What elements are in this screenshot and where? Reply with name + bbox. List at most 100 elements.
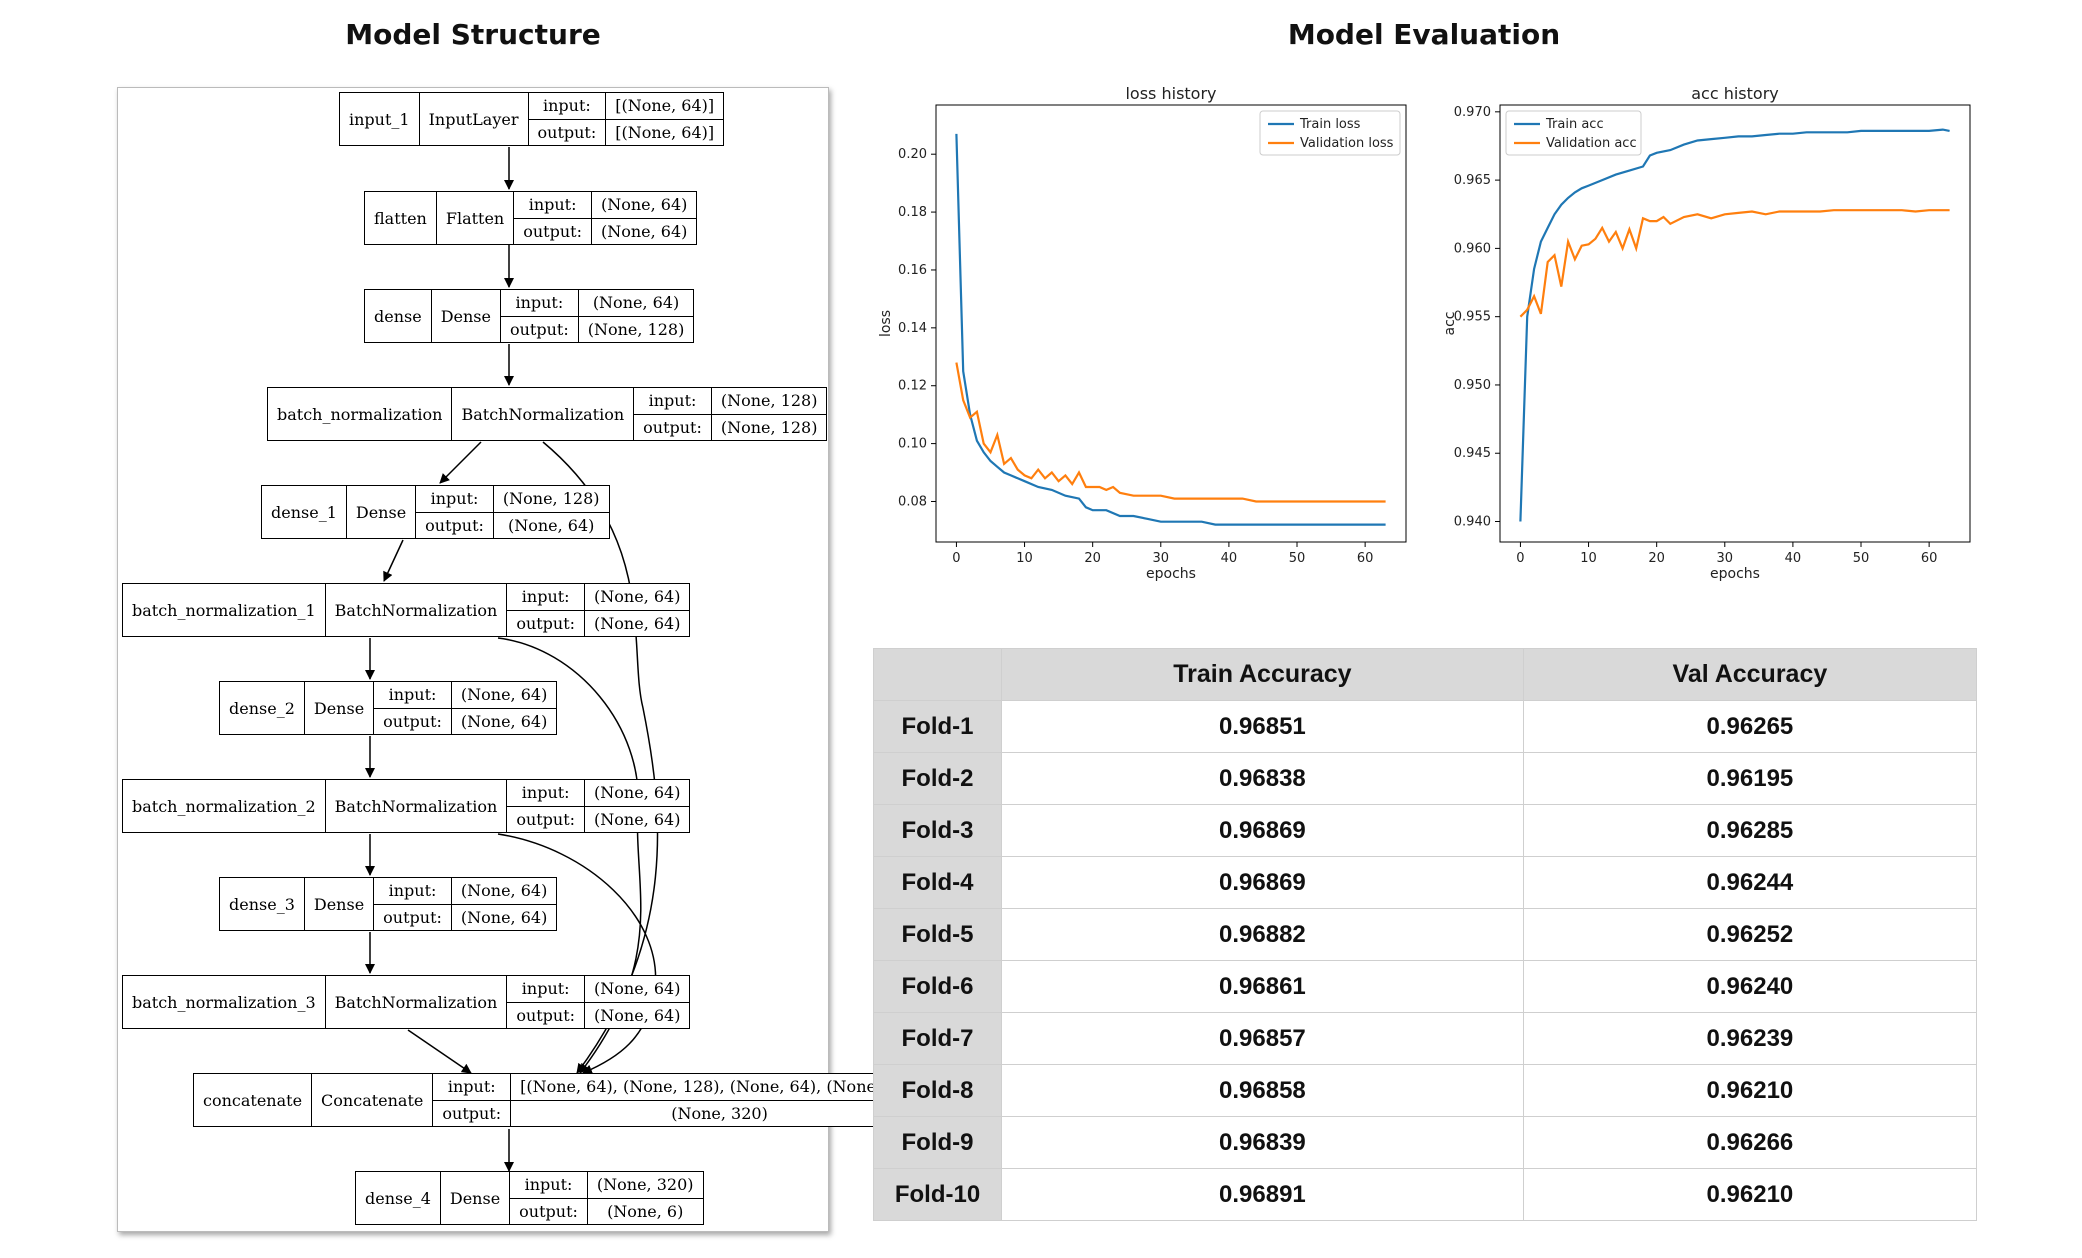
x-tick-label: 40 <box>1221 551 1238 566</box>
y-axis-label: loss <box>878 310 894 337</box>
layer-concatenate: concatenate Concatenate input: [(None, 6… <box>193 1073 929 1127</box>
val-accuracy-cell: 0.96285 <box>1522 804 1978 857</box>
acc-history-svg: acc history 0 10 20 30 40 50 60 0.940 0.945 0.950 0… <box>1442 84 1971 582</box>
chart-title: acc history <box>1691 84 1779 103</box>
layer-dense_1: dense_1 Dense input: (None, 128) output:… <box>261 485 610 539</box>
y-axis-label: acc <box>1442 312 1458 336</box>
layer-type: BatchNormalization <box>452 388 635 440</box>
y-tick-label: 0.965 <box>1454 173 1491 188</box>
x-tick-label: 30 <box>1717 551 1734 566</box>
output-shape: (None, 64) <box>460 711 548 731</box>
model-structure-panel: input_1 InputLayer input: [(None, 64)] o… <box>117 87 929 1232</box>
model-flow-arrows <box>365 147 659 1172</box>
input-shape: (None, 64) <box>451 878 557 905</box>
layer-dense: dense Dense input: (None, 64) output: (N… <box>364 289 695 343</box>
plot-area <box>935 104 1407 543</box>
train-accuracy-cell: 0.96839 <box>1001 1116 1524 1169</box>
x-tick-label: 50 <box>1853 551 1870 566</box>
layer-name: input_1 <box>340 93 420 145</box>
x-tick-label: 0 <box>1516 551 1524 566</box>
train-accuracy-cell: 0.96891 <box>1001 1168 1524 1221</box>
layer-type: Flatten <box>437 192 515 244</box>
legend-label: Train acc <box>1545 117 1604 132</box>
layer-name: dense <box>365 290 432 342</box>
fold-label: Fold-6 <box>873 960 1002 1013</box>
layer-type: Dense <box>347 486 417 538</box>
plot-area <box>1499 104 1971 543</box>
layer-type: BatchNormalization <box>326 584 508 636</box>
input-label: input: <box>507 584 586 611</box>
layer-type: InputLayer <box>420 93 529 145</box>
series-line-validation <box>955 362 1386 503</box>
table-header-row: Train Accuracy Val Accuracy <box>873 648 1978 701</box>
y-tick-label: 0.960 <box>1454 241 1491 256</box>
output-shape: (None, 128) <box>587 319 685 339</box>
x-tick-label: 60 <box>1357 551 1374 566</box>
input-label: input: <box>374 878 452 905</box>
acc-history-chart: acc history 0 10 20 30 40 50 60 0.940 0.945 0.950 0… <box>1436 78 1976 588</box>
x-tick-label: 40 <box>1785 551 1802 566</box>
table-row: Fold-2 0.96838 0.96195 <box>873 752 1978 805</box>
x-tick-label: 10 <box>1016 551 1033 566</box>
output-label: output: <box>507 610 586 636</box>
input-label: input: <box>507 780 586 807</box>
output-label: output: <box>416 512 494 538</box>
header-train-accuracy: Train Accuracy <box>1001 648 1524 701</box>
legend-label: Train loss <box>1299 117 1361 132</box>
input-label: input: <box>507 976 586 1003</box>
train-accuracy-cell: 0.96869 <box>1001 804 1524 857</box>
model-evaluation-title: Model Evaluation <box>1287 18 1561 51</box>
layer-name: batch_normalization_1 <box>123 584 326 636</box>
fold-label: Fold-7 <box>873 1012 1002 1065</box>
layer-batch_normalization_3: batch_normalization_3 BatchNormalization… <box>122 975 691 1029</box>
train-accuracy-cell: 0.96857 <box>1001 1012 1524 1065</box>
y-tick-label: 0.08 <box>898 494 927 509</box>
y-tick-label: 0.16 <box>898 263 927 278</box>
layer-name: batch_normalization <box>268 388 453 440</box>
output-label: output: <box>529 119 607 145</box>
x-tick-label: 10 <box>1580 551 1597 566</box>
input-shape: (None, 128) <box>493 486 609 513</box>
y-tick-label: 0.20 <box>898 147 927 162</box>
val-accuracy-cell: 0.96210 <box>1522 1064 1978 1117</box>
input-shape: (None, 64) <box>591 192 697 219</box>
y-tick-label: 0.945 <box>1454 446 1491 461</box>
chart-title: loss history <box>1125 84 1216 103</box>
layer-dense_4: dense_4 Dense input: (None, 320) output:… <box>355 1171 704 1225</box>
edge-bn-dense1 <box>439 441 482 484</box>
cv-accuracy-table: Train Accuracy Val Accuracy Fold-1 0.9685… <box>873 648 1978 1221</box>
loss-history-chart: loss history 0 10 20 30 40 50 60 0.08 0.10 0.12 0.1… <box>872 78 1412 588</box>
output-label: output: <box>510 1198 588 1224</box>
fold-label: Fold-5 <box>873 908 1002 961</box>
layer-type: Dense <box>441 1172 511 1224</box>
model-structure-title: Model Structure <box>345 18 601 51</box>
x-axis-label: epochs <box>1146 566 1196 582</box>
table-row: Fold-4 0.96869 0.96244 <box>873 856 1978 909</box>
y-tick-label: 0.950 <box>1454 378 1491 393</box>
table-row: Fold-1 0.96851 0.96265 <box>873 700 1978 753</box>
header-val-accuracy: Val Accuracy <box>1522 648 1978 701</box>
output-label: output: <box>507 1002 586 1028</box>
output-shape: (None, 6) <box>607 1201 684 1221</box>
layer-name: flatten <box>365 192 437 244</box>
y-tick-label: 0.940 <box>1454 515 1491 530</box>
output-label: output: <box>374 708 452 734</box>
header-empty <box>873 648 1002 701</box>
output-shape: (None, 64) <box>594 1005 681 1025</box>
input-shape: (None, 64) <box>585 976 690 1003</box>
table-row: Fold-10 0.96891 0.96210 <box>873 1168 1978 1221</box>
fold-label: Fold-3 <box>873 804 1002 857</box>
layer-input_1: input_1 InputLayer input: [(None, 64)] o… <box>339 92 725 146</box>
output-label: output: <box>634 414 712 440</box>
table-row: Fold-5 0.96882 0.96252 <box>873 908 1978 961</box>
fold-label: Fold-1 <box>873 700 1002 753</box>
layer-type: Concatenate <box>312 1074 434 1126</box>
legend-label: Validation acc <box>1546 136 1637 151</box>
layer-type: BatchNormalization <box>326 976 508 1028</box>
loss-history-svg: loss history 0 10 20 30 40 50 60 0.08 0.10 0.12 0.1… <box>878 84 1407 582</box>
legend-box <box>1259 110 1401 156</box>
val-accuracy-cell: 0.96266 <box>1522 1116 1978 1169</box>
val-accuracy-cell: 0.96210 <box>1522 1168 1978 1221</box>
input-label: input: <box>500 290 579 317</box>
fold-label: Fold-9 <box>873 1116 1002 1169</box>
